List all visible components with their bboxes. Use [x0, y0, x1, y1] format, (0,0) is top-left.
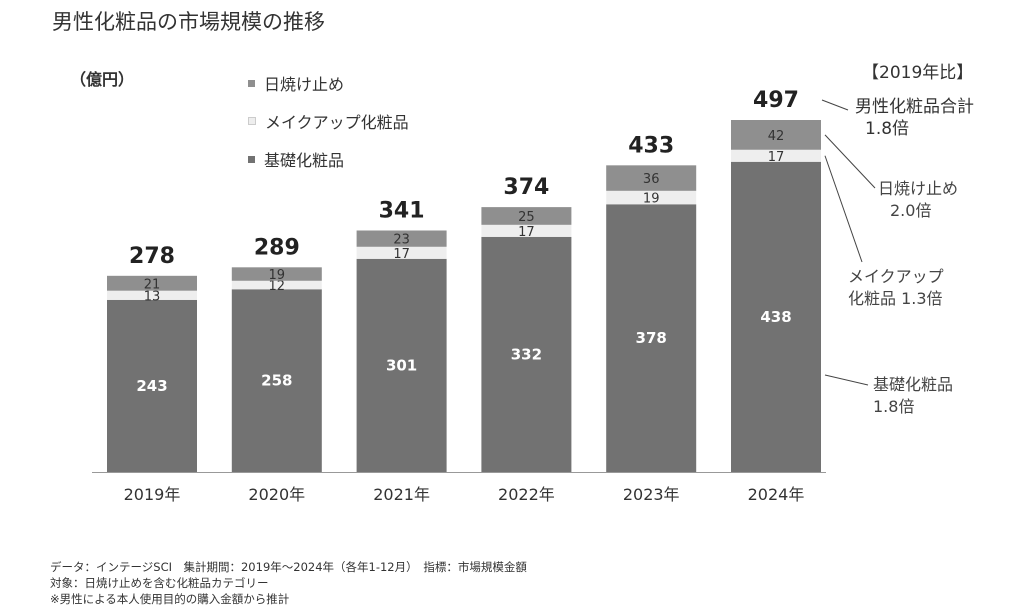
value-label-skincare-0: 243	[136, 377, 167, 395]
unit-label: （億円）	[70, 70, 135, 89]
value-label-skincare-3: 332	[511, 345, 542, 363]
bar-sunscreen-1	[231, 267, 322, 281]
total-label-4: 433	[628, 133, 674, 158]
legend: 日焼け止め メイクアップ化粧品 基礎化粧品	[248, 64, 409, 178]
value-label-sunscreen-1: 19	[269, 268, 286, 283]
value-label-sunscreen-4: 36	[643, 172, 660, 187]
annotation-skincare-line1: 基礎化粧品	[873, 375, 954, 394]
total-label-0: 278	[129, 244, 175, 269]
legend-swatch-makeup	[248, 117, 256, 125]
value-label-makeup-4: 19	[643, 192, 660, 207]
bar-sunscreen-0	[107, 275, 197, 291]
annotation-total: 男性化粧品合計 1.8倍	[855, 96, 974, 140]
comparison-label: 【2019年比】	[862, 63, 974, 83]
annotation-makeup-line2: 化粧品 1.3倍	[848, 289, 943, 308]
total-label-3: 374	[503, 175, 549, 200]
footnotes: データ：インテージSCI 集計期間：2019年〜2024年（各年1-12月） 指…	[50, 559, 527, 607]
category-label-1: 2020年	[248, 485, 305, 504]
bar-makeup-5	[731, 149, 821, 162]
value-label-makeup-0: 13	[144, 289, 161, 304]
legend-item-sunscreen: 日焼け止め	[248, 64, 409, 102]
bar-sunscreen-3	[481, 207, 572, 225]
value-label-makeup-1: 12	[269, 279, 286, 294]
legend-item-skincare: 基礎化粧品	[248, 140, 409, 178]
leader-line-total	[821, 99, 849, 111]
value-label-sunscreen-3: 25	[518, 210, 535, 225]
bar-makeup-4	[606, 190, 697, 205]
bar-sunscreen-2	[356, 230, 447, 247]
annotation-makeup: メイクアップ 化粧品 1.3倍	[848, 266, 944, 310]
bar-skincare-1	[231, 289, 322, 472]
bar-skincare-4	[606, 204, 697, 473]
annotation-makeup-line1: メイクアップ	[848, 267, 944, 286]
value-label-skincare-5: 438	[760, 308, 791, 326]
category-label-5: 2024年	[748, 485, 805, 504]
legend-label-skincare: 基礎化粧品	[264, 151, 345, 170]
value-label-sunscreen-5: 42	[768, 129, 785, 144]
bar-skincare-0	[107, 299, 197, 472]
bar-skincare-2	[356, 258, 447, 472]
annotation-sunscreen: 日焼け止め 2.0倍	[878, 178, 958, 222]
legend-label-makeup: メイクアップ化粧品	[265, 113, 409, 132]
legend-swatch-skincare	[248, 155, 255, 163]
bar-makeup-1	[231, 280, 322, 290]
value-label-skincare-1: 258	[261, 372, 292, 390]
annotation-total-line1: 男性化粧品合計	[855, 97, 974, 117]
bar-makeup-3	[481, 224, 572, 237]
chart-title: 男性化粧品の市場規模の推移	[52, 10, 325, 34]
value-label-sunscreen-0: 21	[144, 277, 161, 292]
value-label-skincare-2: 301	[386, 356, 417, 374]
total-label-1: 289	[254, 235, 300, 260]
bar-skincare-3	[481, 236, 572, 472]
total-label-2: 341	[379, 198, 425, 223]
legend-swatch-sunscreen	[248, 79, 255, 87]
legend-item-makeup: メイクアップ化粧品	[248, 102, 409, 140]
value-label-makeup-3: 17	[518, 225, 535, 240]
leader-line-skincare	[824, 374, 869, 386]
footnote-line-1: データ：インテージSCI 集計期間：2019年〜2024年（各年1-12月） 指…	[50, 560, 527, 574]
category-label-4: 2023年	[623, 485, 680, 504]
category-label-0: 2019年	[124, 485, 181, 504]
category-label-3: 2022年	[498, 485, 555, 504]
footnote-line-3: ※男性による本人使用目的の購入金額から推計	[50, 592, 290, 606]
leader-line-sunscreen	[824, 134, 876, 189]
value-label-skincare-4: 378	[636, 329, 667, 347]
value-label-makeup-5: 17	[768, 150, 785, 165]
footnote-line-2: 対象：日焼け止めを含む化粧品カテゴリー	[50, 576, 269, 590]
category-label-2: 2021年	[373, 485, 430, 504]
annotation-total-line2: 1.8倍	[865, 119, 910, 139]
value-label-sunscreen-2: 23	[393, 233, 410, 248]
bar-sunscreen-4	[606, 165, 697, 191]
legend-label-sunscreen: 日焼け止め	[264, 75, 345, 94]
bar-sunscreen-5	[731, 120, 821, 150]
bar-makeup-2	[356, 246, 447, 259]
annotation-sunscreen-line2: 2.0倍	[890, 201, 932, 220]
total-label-5: 497	[753, 88, 799, 113]
annotation-skincare: 基礎化粧品 1.8倍	[873, 374, 953, 418]
annotation-skincare-line2: 1.8倍	[873, 397, 915, 416]
bar-skincare-5	[731, 161, 821, 472]
bar-makeup-0	[107, 290, 197, 300]
value-label-makeup-2: 17	[393, 247, 410, 262]
leader-line-makeup	[824, 155, 863, 263]
annotation-sunscreen-line1: 日焼け止め	[878, 179, 959, 198]
